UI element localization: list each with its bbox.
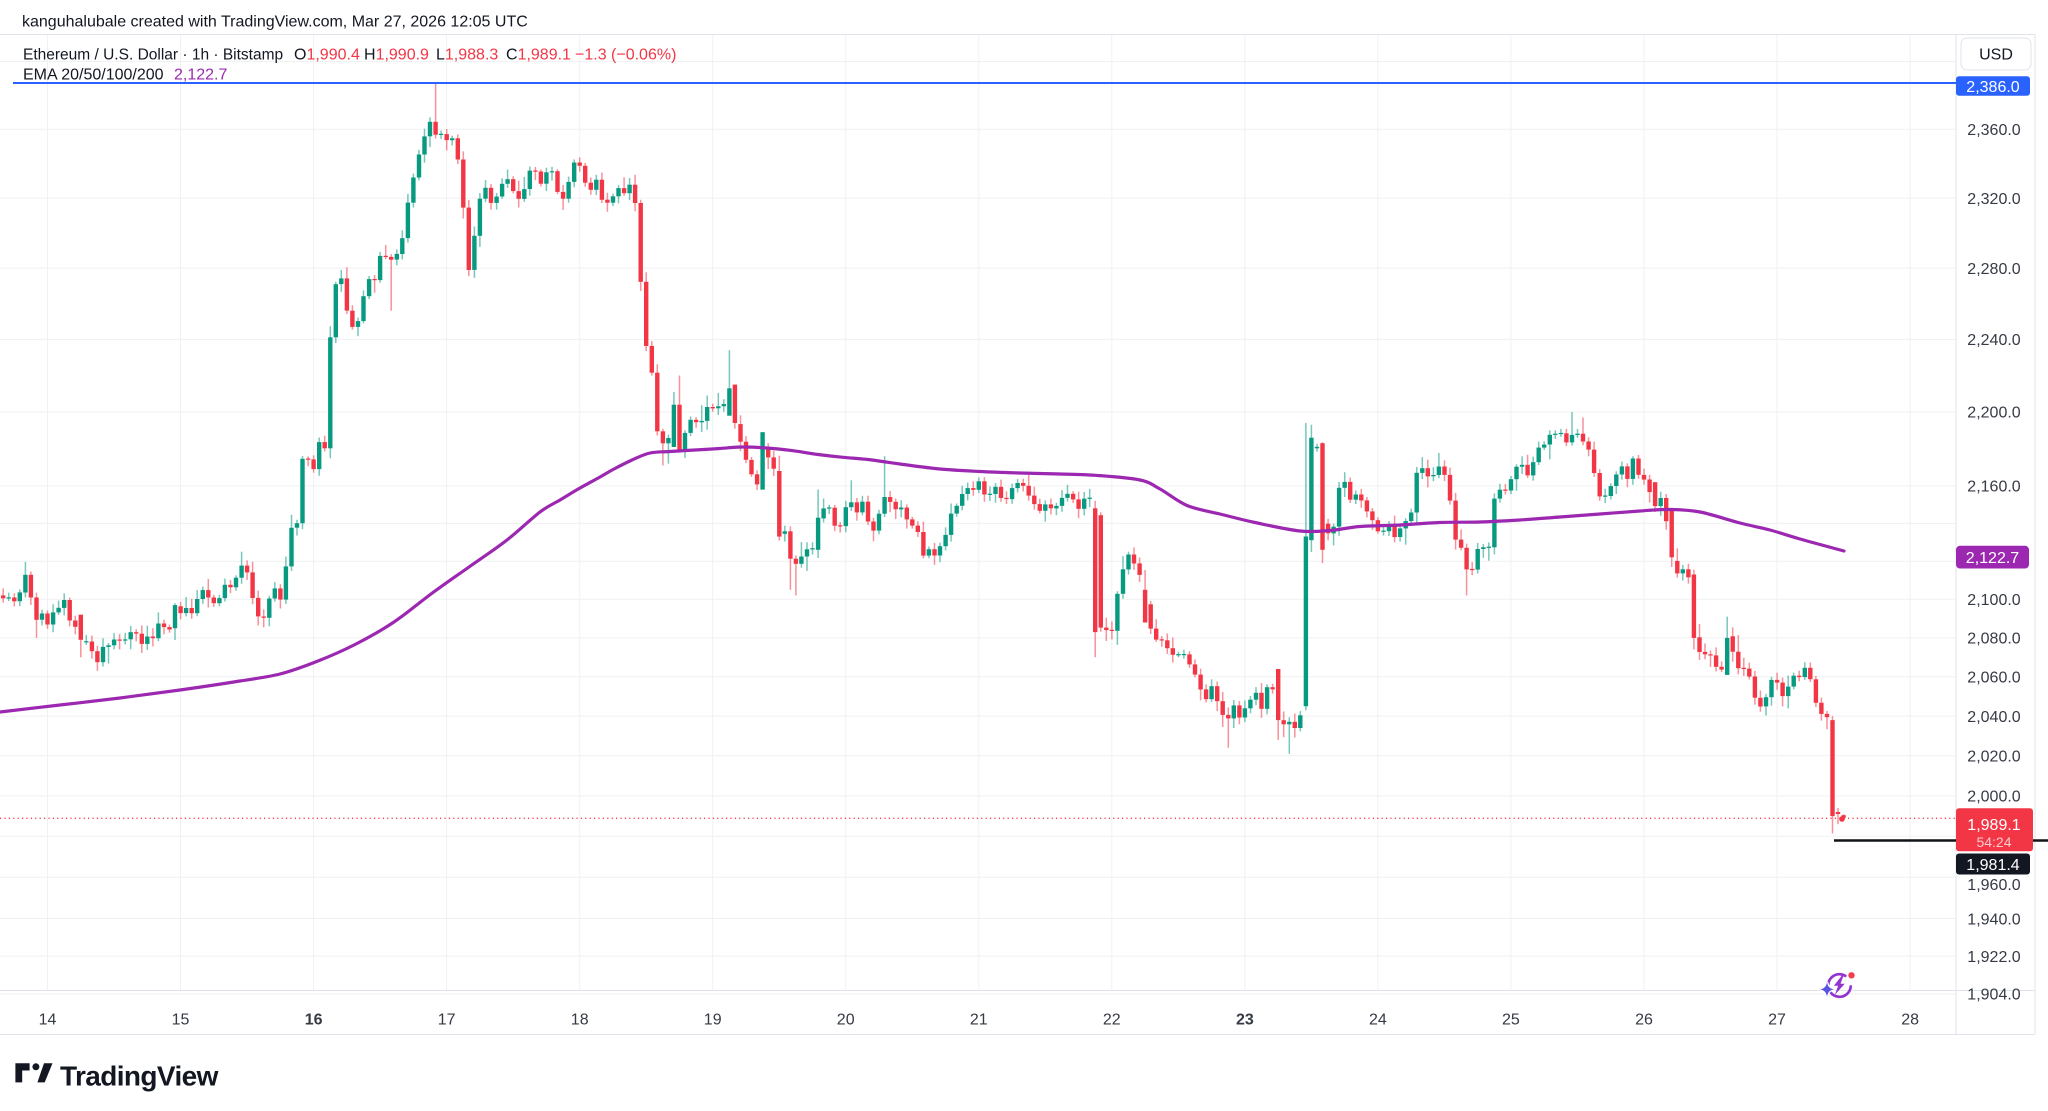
svg-text:Ethereum / U.S. Dollar · 1h ·: Ethereum / U.S. Dollar · 1h · Bitstamp: [23, 47, 283, 64]
svg-text:2,100.0: 2,100.0: [1967, 592, 2020, 609]
svg-text:28: 28: [1901, 1012, 1919, 1029]
svg-text:27: 27: [1768, 1012, 1786, 1029]
svg-text:1,922.0: 1,922.0: [1967, 949, 2020, 966]
svg-text:20: 20: [837, 1012, 855, 1029]
svg-text:TradingView: TradingView: [60, 1061, 219, 1092]
svg-text:19: 19: [704, 1012, 722, 1029]
svg-text:26: 26: [1635, 1012, 1653, 1029]
svg-text:2,320.0: 2,320.0: [1967, 191, 2020, 208]
svg-text:1,989.1: 1,989.1: [1967, 817, 2020, 834]
svg-text:kanguhalubale created with Tra: kanguhalubale created with TradingView.c…: [22, 14, 528, 31]
svg-text:2,080.0: 2,080.0: [1967, 631, 2020, 648]
svg-text:21: 21: [970, 1012, 988, 1029]
svg-text:C1,989.1: C1,989.1: [506, 47, 571, 64]
svg-text:2,386.0: 2,386.0: [1966, 79, 2019, 96]
svg-text:25: 25: [1502, 1012, 1520, 1029]
svg-text:2,020.0: 2,020.0: [1967, 749, 2020, 766]
svg-text:2,280.0: 2,280.0: [1967, 261, 2020, 278]
svg-text:USD: USD: [1979, 47, 2013, 64]
svg-text:EMA 20/50/100/200: EMA 20/50/100/200: [23, 67, 164, 84]
svg-text:2,200.0: 2,200.0: [1967, 405, 2020, 422]
svg-text:15: 15: [172, 1012, 190, 1029]
svg-text:2,122.7: 2,122.7: [1966, 550, 2019, 567]
svg-text:2,240.0: 2,240.0: [1967, 332, 2020, 349]
svg-text:16: 16: [305, 1012, 323, 1029]
svg-text:18: 18: [571, 1012, 589, 1029]
svg-text:1,904.0: 1,904.0: [1967, 987, 2020, 1004]
svg-text:17: 17: [438, 1012, 456, 1029]
svg-text:2,000.0: 2,000.0: [1967, 789, 2020, 806]
svg-text:23: 23: [1236, 1012, 1254, 1029]
svg-text:2,160.0: 2,160.0: [1967, 479, 2020, 496]
svg-text:24: 24: [1369, 1012, 1387, 1029]
svg-text:2,360.0: 2,360.0: [1967, 122, 2020, 139]
svg-text:1,960.0: 1,960.0: [1967, 877, 2020, 894]
svg-text:2,060.0: 2,060.0: [1967, 670, 2020, 687]
svg-text:1,981.4: 1,981.4: [1966, 857, 2019, 874]
svg-text:22: 22: [1103, 1012, 1121, 1029]
svg-text:L1,988.3: L1,988.3: [436, 47, 498, 64]
svg-text:2,040.0: 2,040.0: [1967, 709, 2020, 726]
svg-text:1,940.0: 1,940.0: [1967, 911, 2020, 928]
svg-text:14: 14: [39, 1012, 57, 1029]
svg-text:2,122.7: 2,122.7: [174, 67, 227, 84]
svg-text:O1,990.4: O1,990.4: [294, 47, 360, 64]
svg-text:−1.3 (−0.06%): −1.3 (−0.06%): [575, 47, 676, 64]
svg-text:54:24: 54:24: [1976, 834, 2011, 850]
svg-text:H1,990.9: H1,990.9: [364, 47, 429, 64]
